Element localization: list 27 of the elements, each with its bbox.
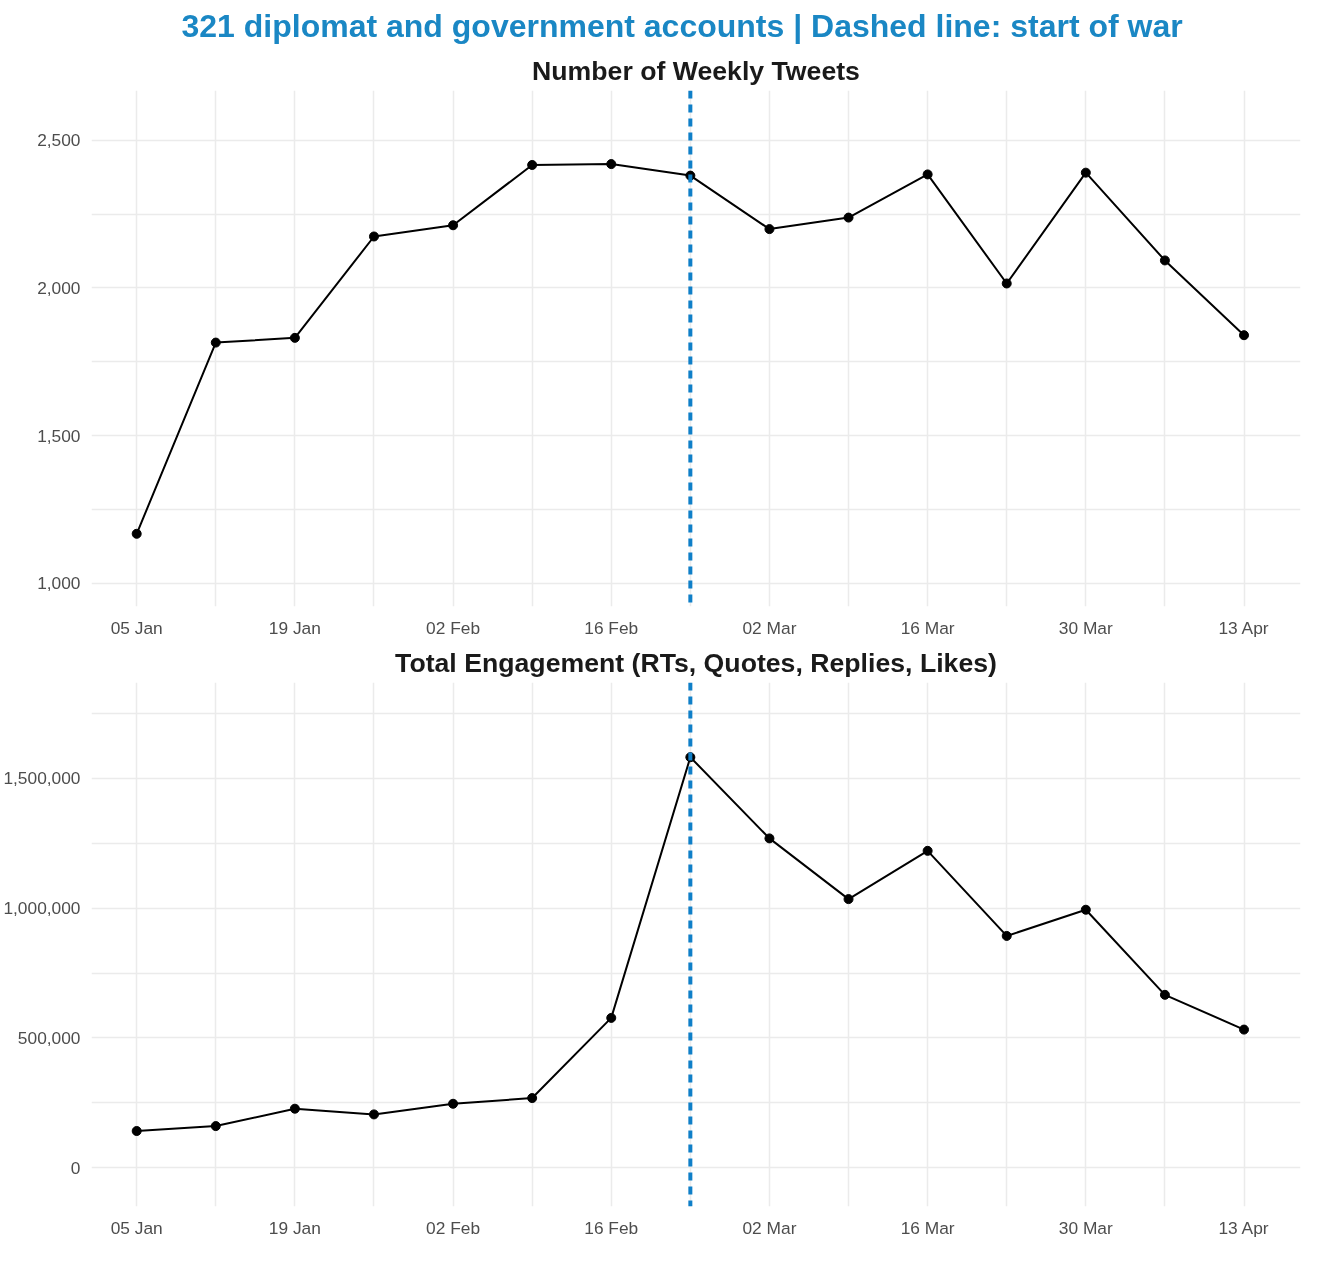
y-tick-label: 500,000 bbox=[17, 1027, 81, 1048]
chart-subtitle: Number of Weekly Tweets bbox=[532, 55, 860, 86]
y-tick-label: 2,500 bbox=[37, 130, 81, 151]
y-tick-label: 1,000,000 bbox=[3, 898, 81, 919]
x-tick-label: 13 Apr bbox=[1218, 617, 1269, 638]
x-tick-label: 02 Mar bbox=[742, 617, 797, 638]
y-tick-label: 1,500 bbox=[37, 425, 81, 446]
y-tick-label: 1,000 bbox=[37, 573, 81, 594]
y-tick-label: 2,000 bbox=[37, 277, 81, 298]
x-tick-label: 05 Jan bbox=[110, 617, 163, 638]
x-tick-label: 02 Feb bbox=[426, 617, 481, 638]
x-tick-label: 02 Feb bbox=[426, 1217, 481, 1238]
chart-title: Total Engagement (RTs, Quotes, Replies, Likes) bbox=[395, 647, 997, 678]
x-tick-label: 19 Jan bbox=[268, 617, 321, 638]
x-tick-label: 05 Jan bbox=[110, 1217, 163, 1238]
x-tick-label: 19 Jan bbox=[268, 1217, 321, 1238]
x-tick-label: 30 Mar bbox=[1058, 617, 1114, 638]
x-tick-label: 16 Mar bbox=[900, 1217, 955, 1238]
x-tick-label: 16 Mar bbox=[900, 617, 955, 638]
x-tick-label: 16 Feb bbox=[584, 1217, 639, 1238]
x-tick-label: 13 Apr bbox=[1218, 1217, 1269, 1238]
chart-title: 321 diplomat and government accounts | Dashed line: start of war bbox=[181, 7, 1183, 44]
y-tick-label: 0 bbox=[70, 1157, 81, 1178]
x-tick-label: 02 Mar bbox=[742, 1217, 797, 1238]
x-tick-label: 30 Mar bbox=[1058, 1217, 1114, 1238]
x-tick-label: 16 Feb bbox=[584, 617, 639, 638]
y-tick-label: 1,500,000 bbox=[3, 768, 81, 789]
